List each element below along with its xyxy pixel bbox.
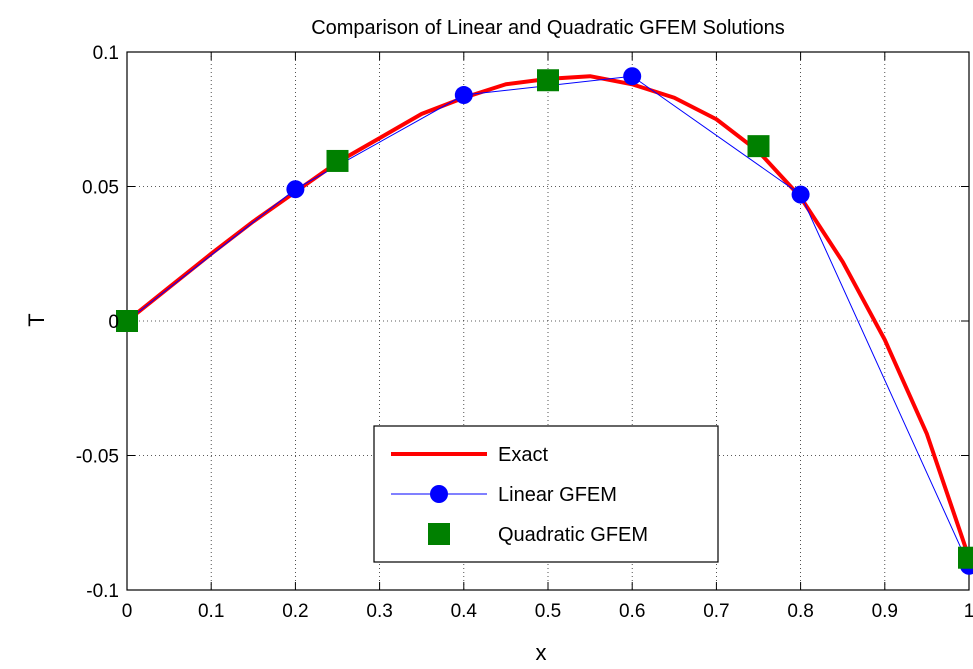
legend-quadratic-gfem-label: Quadratic GFEM	[498, 524, 648, 546]
x-tick-label: 0.3	[366, 601, 392, 622]
quadratic-gfem-point	[537, 69, 559, 92]
x-tick-label: 0.8	[787, 601, 813, 622]
y-tick-label: -0.05	[76, 447, 119, 468]
quadratic-gfem-point	[958, 546, 973, 569]
y-tick-label: 0.05	[82, 178, 119, 199]
legend-quadratic-gfem-marker	[428, 523, 450, 545]
x-tick-label: 0.7	[703, 601, 729, 622]
y-tick-label: -0.1	[86, 581, 119, 602]
x-tick-label: 0.6	[619, 601, 645, 622]
y-axis-label: T	[24, 313, 49, 326]
x-tick-label: 0.9	[872, 601, 898, 622]
chart-title: Comparison of Linear and Quadratic GFEM …	[311, 17, 785, 39]
x-tick-label: 1	[964, 601, 973, 622]
x-tick-label: 0.2	[282, 601, 308, 622]
legend-exact-label: Exact	[498, 444, 548, 466]
legend: Exact Linear GFEM Quadratic GFEM	[373, 425, 719, 563]
linear-gfem-point	[623, 67, 642, 86]
quadratic-gfem-point	[326, 149, 349, 172]
x-tick-label: 0.4	[451, 601, 478, 622]
quadratic-gfem-point	[116, 310, 138, 332]
grid-layer	[127, 52, 969, 590]
legend-linear-gfem-label: Linear GFEM	[498, 484, 617, 506]
labels-layer: 0 0.1 0.2 0.3 0.4 0.5 0.6 0.7 0.8 0.9 10.10.050-0.…	[24, 17, 973, 665]
x-tick-label: 0.1	[198, 601, 224, 622]
linear-gfem-point	[286, 180, 305, 199]
series-layer	[116, 67, 973, 575]
linear-gfem-point	[791, 185, 810, 204]
y-tick-label: 0.1	[93, 43, 119, 64]
y-tick-label: 0	[108, 312, 119, 333]
x-axis-label: x	[536, 640, 547, 664]
x-tick-label: 0	[122, 601, 133, 622]
x-tick-label: 0.5	[535, 601, 561, 622]
quadratic-gfem-point	[747, 135, 770, 158]
linear-gfem-point	[454, 86, 473, 105]
legend-linear-gfem-marker	[430, 485, 448, 503]
